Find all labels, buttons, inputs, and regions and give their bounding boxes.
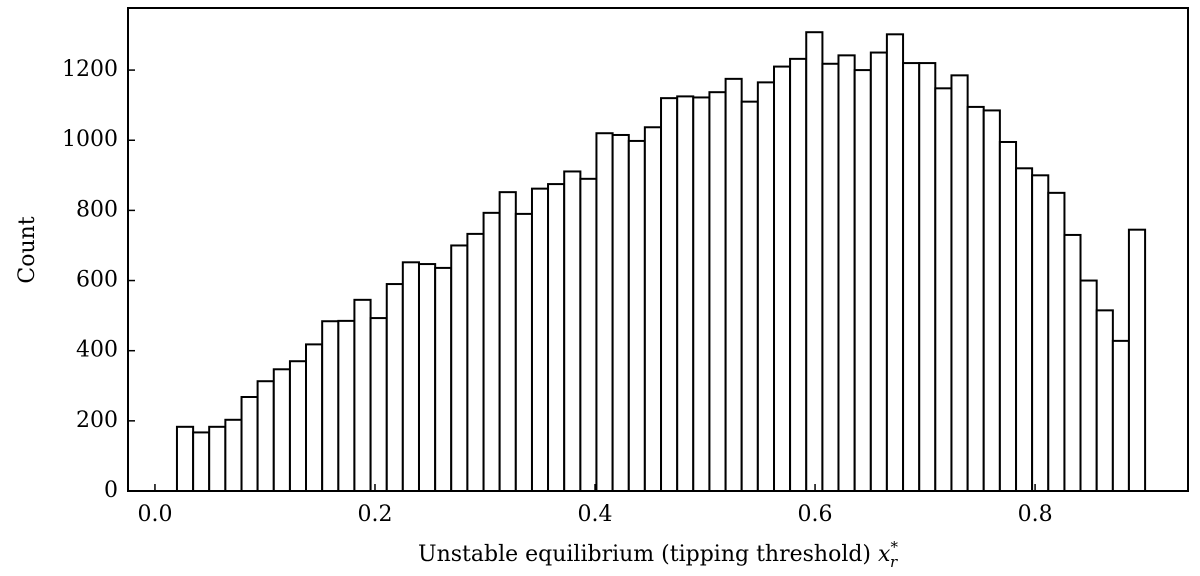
bar	[982, 109, 1001, 492]
y-tick-label: 600	[76, 268, 118, 293]
bar	[966, 105, 985, 492]
bar	[773, 65, 792, 493]
bar	[353, 298, 372, 492]
bar	[1015, 167, 1034, 493]
bar	[821, 62, 840, 492]
bar	[805, 31, 824, 493]
bar	[530, 187, 550, 492]
bar	[288, 360, 308, 492]
bar	[676, 95, 695, 493]
x-axis-label-text: Unstable equilibrium (tipping threshold)	[418, 542, 871, 567]
bar	[627, 139, 646, 492]
x-tick-label: 0.6	[798, 502, 833, 527]
x-axis-symbol: x	[878, 542, 891, 567]
bar	[1079, 279, 1098, 492]
bar	[595, 132, 614, 492]
bar	[853, 69, 872, 493]
bar	[756, 81, 776, 492]
bar	[401, 261, 420, 492]
bar	[1111, 339, 1130, 492]
bar	[450, 244, 469, 492]
bar	[498, 191, 517, 492]
bar	[1063, 233, 1082, 492]
bar	[724, 77, 743, 492]
bar	[482, 211, 501, 493]
bar	[1127, 228, 1147, 492]
bar	[789, 57, 808, 492]
bar	[1047, 191, 1066, 493]
y-tick-label: 1200	[62, 57, 118, 82]
x-tick-label: 0.4	[578, 502, 613, 527]
bar	[579, 177, 598, 492]
bar	[869, 51, 888, 492]
bar	[385, 283, 404, 492]
bar	[547, 183, 566, 492]
bar	[240, 395, 259, 492]
bar	[660, 97, 679, 493]
bar	[417, 263, 437, 492]
bar	[611, 133, 630, 492]
bar	[885, 33, 905, 492]
x-axis-label: Unstable equilibrium (tipping threshold)…	[418, 538, 898, 571]
x-tick-label: 0.0	[137, 502, 172, 527]
bar	[934, 87, 953, 492]
plot-frame	[127, 7, 1189, 492]
bar	[998, 140, 1018, 493]
bar	[708, 91, 727, 492]
bar	[434, 266, 453, 492]
bar	[305, 343, 324, 492]
x-tick-label: 0.8	[1018, 502, 1053, 527]
bar	[740, 100, 759, 492]
x-tick-label: 0.2	[357, 502, 392, 527]
bar	[1095, 309, 1114, 492]
bar	[224, 418, 243, 492]
y-tick-label: 200	[76, 408, 118, 433]
bar	[563, 170, 582, 492]
bar	[256, 380, 275, 493]
bar	[175, 425, 195, 492]
bar	[1031, 174, 1050, 492]
bar	[950, 74, 969, 492]
bar	[902, 62, 921, 493]
bar	[321, 320, 340, 492]
bar	[192, 431, 211, 493]
bar	[466, 232, 485, 492]
y-tick-label: 400	[76, 338, 118, 363]
bar	[837, 54, 856, 493]
bar	[692, 96, 711, 492]
bar	[643, 126, 663, 493]
x-axis-subscript: r	[890, 553, 898, 571]
y-axis-label: Count	[15, 216, 40, 283]
x-axis-superscript: *	[890, 538, 898, 556]
bar	[208, 425, 227, 492]
y-tick-label: 0	[104, 478, 118, 503]
bar	[918, 62, 937, 493]
y-tick-label: 800	[76, 197, 118, 222]
bar	[369, 317, 388, 492]
bar	[337, 319, 356, 493]
bar	[514, 212, 533, 492]
y-tick-label: 1000	[62, 127, 118, 152]
bar	[272, 368, 291, 492]
